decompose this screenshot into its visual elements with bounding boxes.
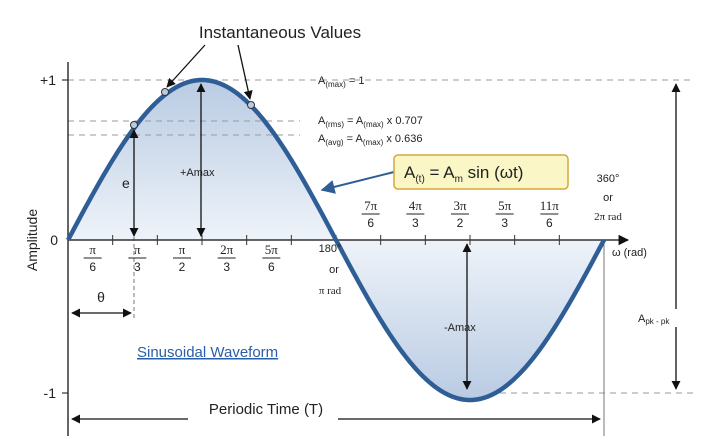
- instantaneous-point-2: [161, 88, 169, 96]
- bottom-angle-label-numerator: π: [179, 242, 186, 257]
- plus-amax-label: +Amax: [180, 167, 215, 179]
- x-axis-label: ω (rad): [612, 247, 647, 259]
- top-angle-label: 4π3: [406, 198, 425, 230]
- sine-wave: [66, 77, 606, 403]
- bottom-angle-label: π6: [83, 242, 102, 274]
- theta-label: θ: [97, 289, 105, 305]
- equation-pointer-arrow: [320, 171, 395, 194]
- apk-pk-label-bg: [636, 309, 688, 327]
- bottom-angle-label-denominator: 6: [89, 260, 96, 274]
- e-label: e: [122, 175, 130, 191]
- title-pointer-arrow-left: [166, 44, 206, 88]
- y-tick-label-zero: 0: [50, 232, 58, 248]
- bottom-angle-label-numerator: π: [89, 242, 96, 257]
- top-angle-label-numerator: 11π: [540, 198, 560, 213]
- formula-amax: A(max) = 1: [318, 75, 364, 89]
- top-angle-label: 5π3: [495, 198, 514, 230]
- bottom-angle-label: 5π6: [262, 242, 281, 274]
- bottom-angle-label-denominator: 3: [223, 260, 230, 274]
- top-angle-label: 3π2: [451, 198, 469, 230]
- top-angle-label-denominator: 3: [501, 216, 508, 230]
- y-tick-label-plus-one: +1: [40, 72, 56, 88]
- full-cycle-or: or: [603, 192, 613, 204]
- equation-text: A(t) = Am sin (ωt): [404, 163, 523, 185]
- periodic-time-label: Periodic Time (T): [209, 401, 323, 418]
- bottom-angle-label-numerator: 5π: [265, 242, 279, 257]
- bottom-angle-label-numerator: 2π: [220, 242, 234, 257]
- top-angle-label-numerator: 5π: [498, 198, 512, 213]
- full-cycle-radians: 2π rad: [594, 211, 622, 223]
- top-angle-label-denominator: 2: [457, 216, 464, 230]
- top-angle-label-denominator: 6: [546, 216, 553, 230]
- title-pointer-arrow-right: [237, 44, 253, 100]
- positive-half-fill: [68, 80, 336, 240]
- bottom-angle-label: 2π3: [217, 242, 236, 274]
- top-angle-label-numerator: 7π: [364, 198, 378, 213]
- equation-box: [393, 154, 569, 190]
- minus-amax-label: -Amax: [444, 322, 476, 334]
- instantaneous-point-1: [130, 121, 138, 129]
- half-cycle-degrees: 180°: [319, 243, 342, 255]
- half-cycle-or: or: [329, 264, 339, 276]
- top-angle-label: 7π6: [361, 198, 380, 230]
- bottom-angle-label-denominator: 6: [268, 260, 275, 274]
- bottom-angle-label: π2: [173, 242, 191, 274]
- y-tick-label-minus-one: -1: [44, 385, 57, 401]
- periodic-time-label-bg: [188, 400, 338, 420]
- y-axis-label: Amplitude: [24, 209, 40, 271]
- top-angle-label-denominator: 6: [367, 216, 374, 230]
- bottom-angle-label: π3: [128, 242, 147, 274]
- full-cycle-degrees: 360°: [597, 173, 620, 185]
- formula-aavg: A(avg) = A(max) x 0.636: [318, 133, 422, 147]
- bottom-angle-label-denominator: 3: [134, 260, 141, 274]
- diagram-title: Instantaneous Values: [199, 23, 361, 42]
- negative-half-fill: [336, 240, 604, 400]
- formula-arms: A(rms) = A(max) x 0.707: [318, 115, 423, 129]
- bottom-angle-label-denominator: 2: [179, 260, 186, 274]
- waveform-name: Sinusoidal Waveform: [137, 344, 278, 361]
- instantaneous-point-3: [247, 101, 255, 109]
- half-cycle-radians: π rad: [319, 285, 342, 297]
- top-angle-label-numerator: 4π: [409, 198, 423, 213]
- top-angle-label-numerator: 3π: [453, 198, 467, 213]
- bottom-angle-label-numerator: π: [134, 242, 141, 257]
- top-angle-label-denominator: 3: [412, 216, 419, 230]
- apk-pk-label: Apk - pk: [638, 313, 670, 326]
